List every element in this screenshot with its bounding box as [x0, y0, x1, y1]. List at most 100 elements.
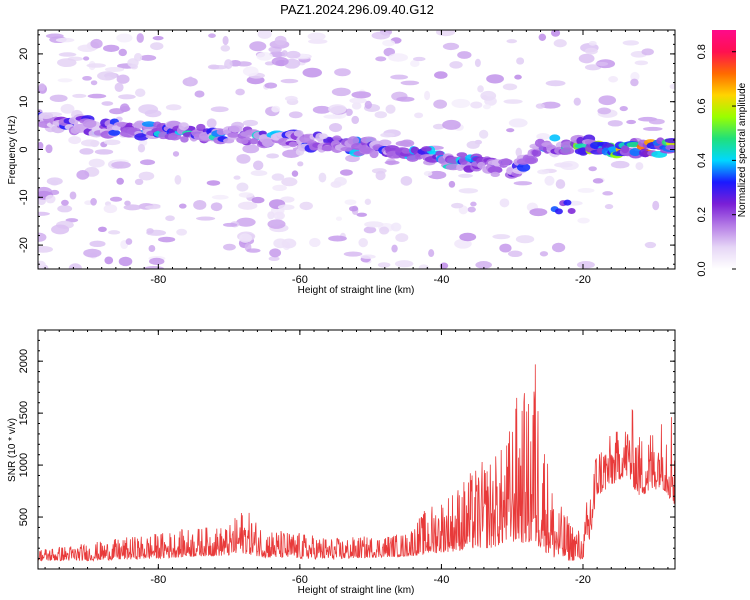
spectrogram-noise-cell — [222, 35, 229, 46]
spectrogram-noise-cell — [144, 266, 164, 269]
spectrogram-noise-cell — [280, 196, 295, 203]
spectrogram-noise-cell — [307, 32, 326, 41]
spectrogram-noise-cell — [111, 161, 131, 169]
spectrogram-noise-cell — [82, 75, 92, 81]
spectrogram-noise-cell — [442, 119, 461, 130]
spectrogram-noise-cell — [551, 242, 566, 253]
spectrogram-ridge-cell — [347, 136, 360, 145]
snr-panel: -80 -60 -40 -20 500 1000 1500 2000 Height of s… — [7, 329, 676, 596]
spectrogram-ridge-cell — [249, 138, 259, 145]
spectrogram-noise-cell — [554, 162, 573, 168]
spectrogram-noise-cell — [272, 184, 287, 192]
spectrogram-noise-cell — [107, 230, 121, 235]
spectrogram-noise-cell — [38, 211, 50, 216]
spectrogram-noise-cell — [297, 161, 304, 167]
spectrogram-noise-cell — [38, 260, 46, 269]
spectrogram-noise-cell — [428, 249, 435, 257]
spectrogram-noise-cell — [235, 61, 252, 67]
spectrogram-ridge-cell — [369, 149, 379, 159]
spectrogram-noise-cell — [251, 196, 265, 204]
spectrogram-noise-cell — [377, 262, 391, 268]
spectrogram-noise-cell — [364, 100, 372, 109]
spectrogram-noise-cell — [597, 107, 612, 115]
spectrogram-noise-cell — [83, 248, 102, 258]
spectrogram-noise-cell — [223, 222, 238, 227]
spectrogram-noise-cell — [186, 76, 195, 87]
spectrogram-noise-cell — [45, 194, 56, 204]
spectrogram-noise-cell — [329, 123, 343, 133]
spectrogram-noise-cell — [137, 144, 146, 153]
spectrogram-noise-cell — [194, 90, 205, 98]
spectrogram-noise-cell — [57, 78, 73, 83]
spectrogram-noise-cell — [196, 216, 216, 221]
spectrogram-noise-cell — [595, 61, 609, 66]
spectrogram-ridge-cell — [228, 125, 243, 133]
spectrogram-noise-cell — [51, 224, 70, 235]
spectrogram-noise-cell — [193, 199, 207, 210]
spectrogram-noise-cell — [477, 85, 484, 93]
x-tick-label: -80 — [150, 274, 166, 286]
spectrogram-noise-cell — [641, 48, 654, 56]
spectrogram-noise-cell — [391, 244, 398, 253]
spectrogram-noise-cell — [669, 83, 675, 90]
spectrogram-noise-cell — [98, 226, 107, 232]
spectrogram-noise-cell — [242, 119, 259, 127]
spectrogram-noise-cell — [291, 170, 299, 177]
spectrogram-noise-cell — [312, 105, 331, 114]
spectrogram-ridge-cell — [319, 133, 328, 140]
spectrogram-noise-cell — [480, 90, 497, 101]
spectrogram-ridge-cell — [664, 137, 675, 144]
spectrogram-noise-cell — [375, 56, 387, 62]
spectrogram-noise-cell — [573, 97, 581, 106]
spectrogram-ridge-cell — [400, 139, 415, 147]
spectrogram-noise-cell — [55, 37, 75, 43]
spectrogram-ridge-cell — [82, 119, 97, 129]
spectrogram-noise-cell — [607, 120, 623, 127]
spectrogram-noise-cell — [486, 74, 504, 84]
spectrogram-noise-cell — [94, 149, 114, 155]
spectrogram-noise-cell — [235, 88, 245, 96]
spectrogram-noise-cell — [351, 115, 360, 125]
spectrogram-noise-cell — [273, 211, 285, 220]
spectrogram-noise-cell — [242, 144, 260, 154]
spectrogram-noise-cell — [267, 211, 275, 220]
spectrogram-ridge-cell — [477, 161, 486, 169]
spectrogram-noise-cell — [515, 235, 535, 244]
spectrogram-ridge-cell — [261, 138, 275, 148]
spectrogram-ridge-cell — [196, 123, 206, 132]
spectrogram-noise-cell — [210, 106, 229, 113]
spectrogram-ridge-cell — [531, 148, 542, 157]
spectrogram-noise-cell — [553, 39, 567, 48]
spectrogram-noise-cell — [237, 201, 258, 210]
spectrogram-ridge-cell — [74, 123, 87, 133]
spectrogram-noise-cell — [390, 74, 409, 80]
spectrogram-noise-cell — [210, 202, 223, 212]
spectrogram-noise-cell — [458, 173, 474, 178]
snr-x-label: Height of straight line (km) — [298, 585, 415, 596]
spectrogram-ridge-cell — [574, 148, 588, 155]
y-tick-label: 2000 — [18, 349, 30, 373]
spectrogram-noise-cell — [116, 33, 133, 43]
spectrogram-noise-cell — [648, 118, 665, 125]
spectrogram-noise-cell — [343, 251, 363, 257]
spectrogram-noise-cell — [478, 129, 489, 139]
spectrogram-noise-cell — [538, 33, 547, 41]
spectrogram-secondary-cell — [567, 207, 576, 214]
spectrogram-noise-cell — [256, 51, 273, 61]
spectrogram-noise-cell — [134, 88, 146, 98]
spectrogram-noise-cell — [344, 199, 357, 205]
spectrogram-noise-cell — [458, 188, 479, 194]
spectrogram-noise-cell — [57, 58, 77, 68]
colorbar-tick-label: 0.4 — [696, 153, 708, 168]
spectrogram-noise-cell — [69, 191, 77, 200]
spectrogram-noise-cell — [360, 254, 376, 259]
spectrogram-noise-cell — [165, 104, 182, 111]
spectrogram-ridge-cell — [456, 152, 468, 158]
spectrogram-noise-cell — [400, 80, 420, 86]
spectrogram-noise-cell — [340, 169, 353, 176]
y-tick-label: 1500 — [18, 401, 30, 425]
spectrogram-noise-cell — [114, 82, 124, 93]
spectrogram-noise-cell — [474, 58, 481, 68]
spectrogram-noise-cell — [475, 261, 493, 269]
spectrogram-noise-cell — [224, 59, 233, 70]
